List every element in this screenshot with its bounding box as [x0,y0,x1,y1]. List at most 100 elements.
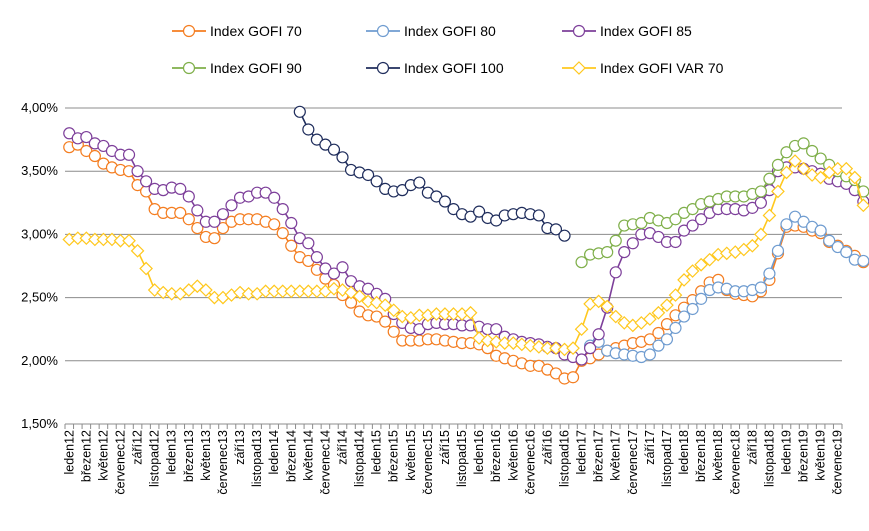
data-point [327,281,341,296]
data-point [336,261,349,274]
data-point [386,303,401,318]
data-point [771,184,785,199]
data-point [609,266,622,279]
data-point [302,237,315,250]
data-point [268,218,281,231]
legend-item: Index GOFI 85 [562,23,692,39]
data-point [147,283,162,297]
data-point [796,161,811,176]
data-point [652,326,665,340]
x-tick-label: květen14 [301,430,315,481]
data-point [174,206,187,220]
legend-item: Index GOFI VAR 70 [562,60,724,76]
data-point [80,130,93,144]
data-point [362,168,375,182]
x-tick-label: září14 [336,430,350,465]
data-point [88,149,101,163]
x-tick-label: září15 [438,430,452,465]
data-point [523,338,538,353]
x-tick-label: září18 [745,430,759,465]
data-point [669,321,682,335]
x-tick-label: leden13 [165,430,179,475]
x-tick-label: leden18 [677,430,691,475]
legend-label: Index GOFI 100 [404,60,504,76]
data-point [686,219,699,232]
data-point [626,237,639,250]
data-point [122,233,136,248]
y-tick-label: 4,00% [21,100,58,115]
data-point [268,191,281,204]
legend-label: Index GOFI VAR 70 [600,60,724,76]
x-tick-label: květen19 [814,430,828,481]
legend-item: Index GOFI 80 [366,23,496,39]
data-point [216,208,230,221]
data-point [549,223,563,236]
data-point [532,340,546,354]
x-tick-label: listopad13 [250,430,264,487]
data-point [182,213,195,226]
x-tick-label: červenec18 [728,430,742,495]
data-point [480,333,495,348]
data-point [191,204,204,217]
data-point [566,371,580,384]
legend-label: Index GOFI 70 [210,23,302,39]
data-point [105,232,119,247]
data-point [601,245,614,259]
x-tick-label: březen13 [182,430,196,482]
data-point [122,148,136,161]
data-point [609,234,622,247]
legend-marker [572,61,586,75]
x-tick-label: září16 [540,430,554,465]
data-point [208,232,221,245]
x-tick-label: září17 [643,430,657,465]
x-tick-label: listopad14 [353,430,367,487]
data-point [225,199,238,212]
data-point [788,154,802,168]
data-point [652,339,665,352]
data-point [669,235,682,249]
data-point [575,353,588,366]
data-point [131,165,144,178]
data-point [591,294,606,309]
data-point [643,333,656,346]
chart-gridlines [65,107,842,425]
x-tick-label: červenec16 [523,430,537,495]
x-tick-label: březen16 [489,430,503,482]
legend-marker [182,61,196,75]
data-point [276,227,289,240]
legend-item: Index GOFI 70 [172,23,302,39]
data-point [857,254,869,268]
x-tick-label: květen16 [506,430,520,481]
data-point [506,336,521,350]
legend-marker [182,24,196,38]
data-point [413,176,426,189]
data-point [310,251,323,264]
data-point [660,298,674,313]
data-point [814,152,827,165]
data-point [823,234,836,247]
data-point [293,105,306,118]
x-tick-label: leden19 [780,430,794,475]
data-point [490,323,503,336]
data-point [327,267,341,280]
x-tick-label: leden15 [370,430,384,475]
data-point [813,170,828,185]
x-tick-label: březen12 [79,430,93,482]
data-point [686,302,699,316]
data-point [139,261,153,276]
legend-label: Index GOFI 85 [600,23,692,39]
data-point [182,190,195,203]
data-point [669,213,682,226]
data-point [387,325,400,338]
y-tick-label: 1,50% [21,416,58,431]
data-point [352,289,367,304]
legend-marker [572,24,586,38]
legend-item: Index GOFI 100 [366,60,504,76]
x-tick-label: březen19 [797,430,811,482]
data-point [600,299,615,314]
data-point [840,245,853,259]
data-point [489,334,504,349]
data-point [156,285,171,300]
data-point [336,151,349,164]
x-tick-label: leden17 [575,430,589,475]
